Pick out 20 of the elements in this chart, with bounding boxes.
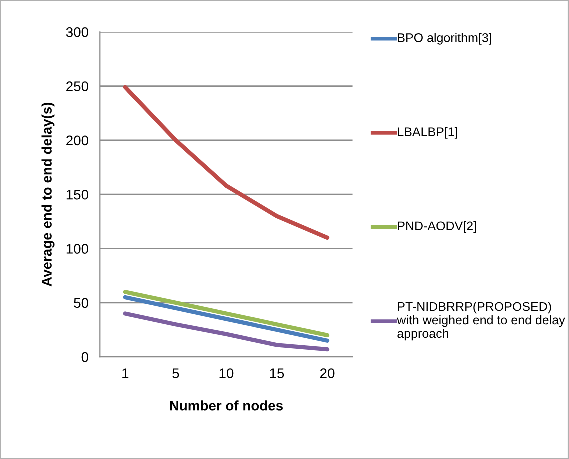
y-axis-title: Average end to end delay(s) (42, 102, 55, 287)
y-tick-label: 50 (74, 298, 88, 308)
legend-label: LBALBP[1] (398, 127, 458, 139)
x-axis-title: Number of nodes (170, 400, 283, 411)
y-tick-label: 300 (66, 27, 88, 38)
x-tick-label: 20 (320, 368, 335, 378)
y-tick-label: 250 (66, 82, 88, 92)
x-tick-label: 1 (122, 368, 129, 378)
legend-label: BPO algorithm[3] (398, 33, 492, 45)
y-tick-label: 100 (66, 244, 88, 254)
line-series (123, 85, 330, 240)
x-tick-label: 15 (270, 368, 284, 378)
legend-label: PND-AODV[2] (398, 221, 476, 234)
y-tick-label: 200 (66, 136, 88, 146)
y-tick-label: 0 (82, 352, 88, 362)
x-tick-label: 10 (220, 368, 234, 378)
y-tick-label: 150 (66, 190, 88, 200)
legend-label: PT-NIDBRRP(PROPOSED) with weighed end to end delay approach (397, 302, 566, 341)
line-series (123, 312, 330, 352)
x-tick-label: 5 (172, 368, 180, 378)
